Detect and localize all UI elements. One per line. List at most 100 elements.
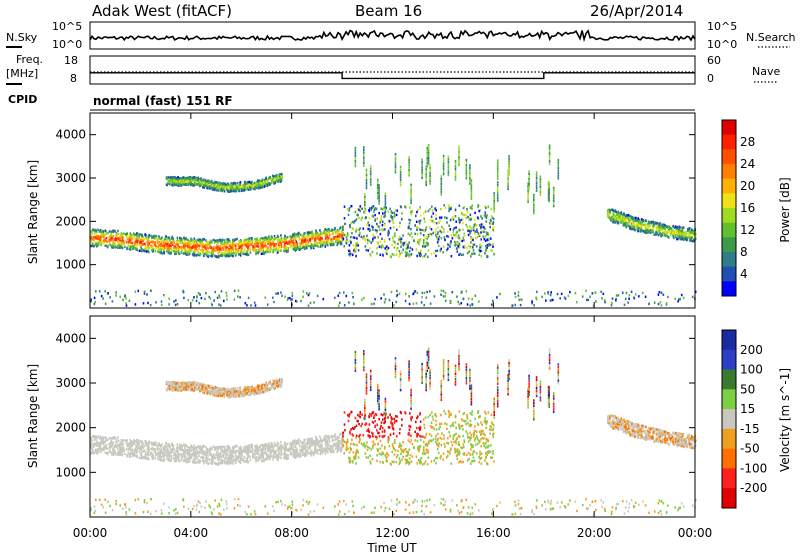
power-point <box>454 208 457 211</box>
power-point <box>535 297 538 301</box>
power-point <box>652 226 654 230</box>
power-point <box>391 211 394 215</box>
power-point <box>552 202 555 205</box>
power-point <box>134 243 136 246</box>
power-point <box>595 300 597 303</box>
power-point <box>322 231 325 234</box>
power-point <box>358 208 360 211</box>
power-point <box>405 252 408 255</box>
power-point <box>470 179 473 182</box>
power-point <box>470 189 473 193</box>
power-point <box>622 224 625 227</box>
power-point <box>615 294 618 297</box>
power-point <box>408 171 410 174</box>
velocity-point <box>255 445 258 449</box>
power-point <box>454 173 457 176</box>
power-point <box>152 246 154 249</box>
power-point <box>177 176 179 179</box>
power-point <box>374 236 376 239</box>
power-point <box>458 158 460 161</box>
velocity-point <box>214 447 217 450</box>
velocity-point <box>332 435 334 438</box>
velocity-point <box>154 448 156 451</box>
power-point <box>111 236 113 240</box>
power-point <box>632 222 634 226</box>
power-point <box>216 296 219 299</box>
power-point <box>608 212 610 215</box>
power-point <box>676 225 679 229</box>
power-point <box>95 290 97 293</box>
power-point <box>325 228 327 232</box>
power-point <box>193 254 196 257</box>
power-point <box>98 290 101 293</box>
power-point <box>384 197 387 200</box>
power-point <box>290 244 292 247</box>
power-point <box>376 217 379 220</box>
power-point <box>291 235 293 239</box>
power-point <box>642 230 645 233</box>
power-point <box>274 180 277 183</box>
power-point <box>343 233 346 237</box>
power-point <box>112 230 114 234</box>
power-point <box>493 192 495 195</box>
power-point <box>230 250 232 253</box>
power-point <box>499 292 501 296</box>
power-point <box>188 182 191 185</box>
power-point <box>531 302 533 305</box>
power-point <box>321 239 323 243</box>
power-point <box>393 240 396 244</box>
velocity-point <box>101 448 104 451</box>
velocity-point <box>206 459 209 463</box>
power-point <box>337 237 339 240</box>
power-point <box>226 246 229 249</box>
power-point <box>535 176 538 179</box>
velocity-point <box>312 441 314 444</box>
power-point <box>330 229 332 232</box>
power-point <box>410 201 412 205</box>
cpid-label: CPID <box>8 93 37 106</box>
power-point <box>298 231 300 235</box>
power-point <box>353 302 355 306</box>
power-point <box>254 246 256 249</box>
power-point <box>302 290 305 293</box>
velocity-point <box>263 444 265 447</box>
power-point <box>239 296 241 299</box>
power-point <box>220 248 222 251</box>
power-point <box>680 236 682 240</box>
power-point <box>244 180 246 184</box>
power-point <box>194 182 196 186</box>
power-point <box>364 203 366 207</box>
power-point <box>200 296 203 300</box>
power-point <box>623 222 626 225</box>
power-point <box>548 162 551 166</box>
power-point <box>547 291 549 294</box>
power-point <box>393 211 396 215</box>
power-point <box>678 233 681 236</box>
power-point <box>264 238 266 242</box>
power-point <box>458 153 460 156</box>
power-point <box>189 176 192 180</box>
power-point <box>519 303 522 307</box>
power-point <box>431 205 433 208</box>
velocity-point <box>119 443 122 446</box>
power-point <box>260 252 263 255</box>
power-point <box>636 222 638 226</box>
power-point <box>229 185 231 189</box>
velocity-point <box>230 459 233 462</box>
power-point <box>442 157 445 160</box>
power-point <box>576 301 578 304</box>
power-point <box>634 293 637 296</box>
power-point <box>311 243 313 246</box>
power-point <box>496 296 498 299</box>
power-point <box>401 212 403 215</box>
power-point <box>367 249 369 252</box>
power-point <box>682 226 685 229</box>
velocity-point <box>332 439 334 442</box>
power-point <box>199 254 201 257</box>
power-point <box>249 248 251 251</box>
power-point <box>236 181 239 185</box>
power-point <box>380 207 382 210</box>
power-point <box>354 152 357 155</box>
power-point <box>140 241 143 244</box>
velocity-point <box>303 438 306 442</box>
